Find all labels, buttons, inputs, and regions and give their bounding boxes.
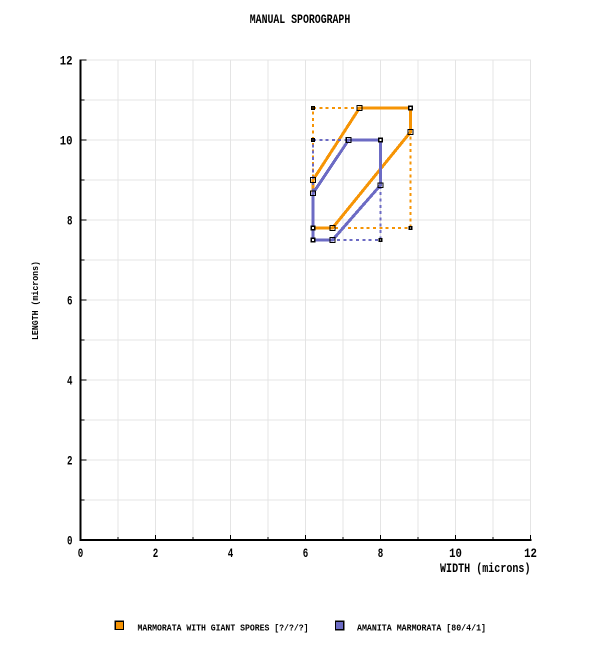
svg-text:12: 12 — [524, 546, 537, 561]
svg-text:8: 8 — [378, 546, 384, 561]
svg-text:6: 6 — [67, 294, 73, 309]
svg-text:AMANITA MARMORATA [80/4/1]: AMANITA MARMORATA [80/4/1] — [357, 622, 486, 633]
svg-text:10: 10 — [60, 134, 73, 149]
svg-text:0: 0 — [67, 534, 73, 549]
svg-text:6: 6 — [303, 546, 309, 561]
svg-text:2: 2 — [153, 546, 159, 561]
svg-text:4: 4 — [67, 374, 73, 389]
svg-text:MARMORATA WITH GIANT SPORES [?: MARMORATA WITH GIANT SPORES [?/?/?] — [138, 622, 309, 633]
svg-text:12: 12 — [60, 54, 73, 69]
svg-text:2: 2 — [67, 454, 73, 469]
svg-text:WIDTH (microns): WIDTH (microns) — [440, 561, 531, 576]
svg-text:LENGTH (microns): LENGTH (microns) — [30, 261, 41, 340]
svg-text:8: 8 — [67, 214, 73, 229]
svg-text:4: 4 — [228, 546, 234, 561]
svg-text:MANUAL SPOROGRAPH: MANUAL SPOROGRAPH — [250, 12, 351, 27]
svg-text:0: 0 — [78, 546, 84, 561]
svg-text:10: 10 — [449, 546, 462, 561]
